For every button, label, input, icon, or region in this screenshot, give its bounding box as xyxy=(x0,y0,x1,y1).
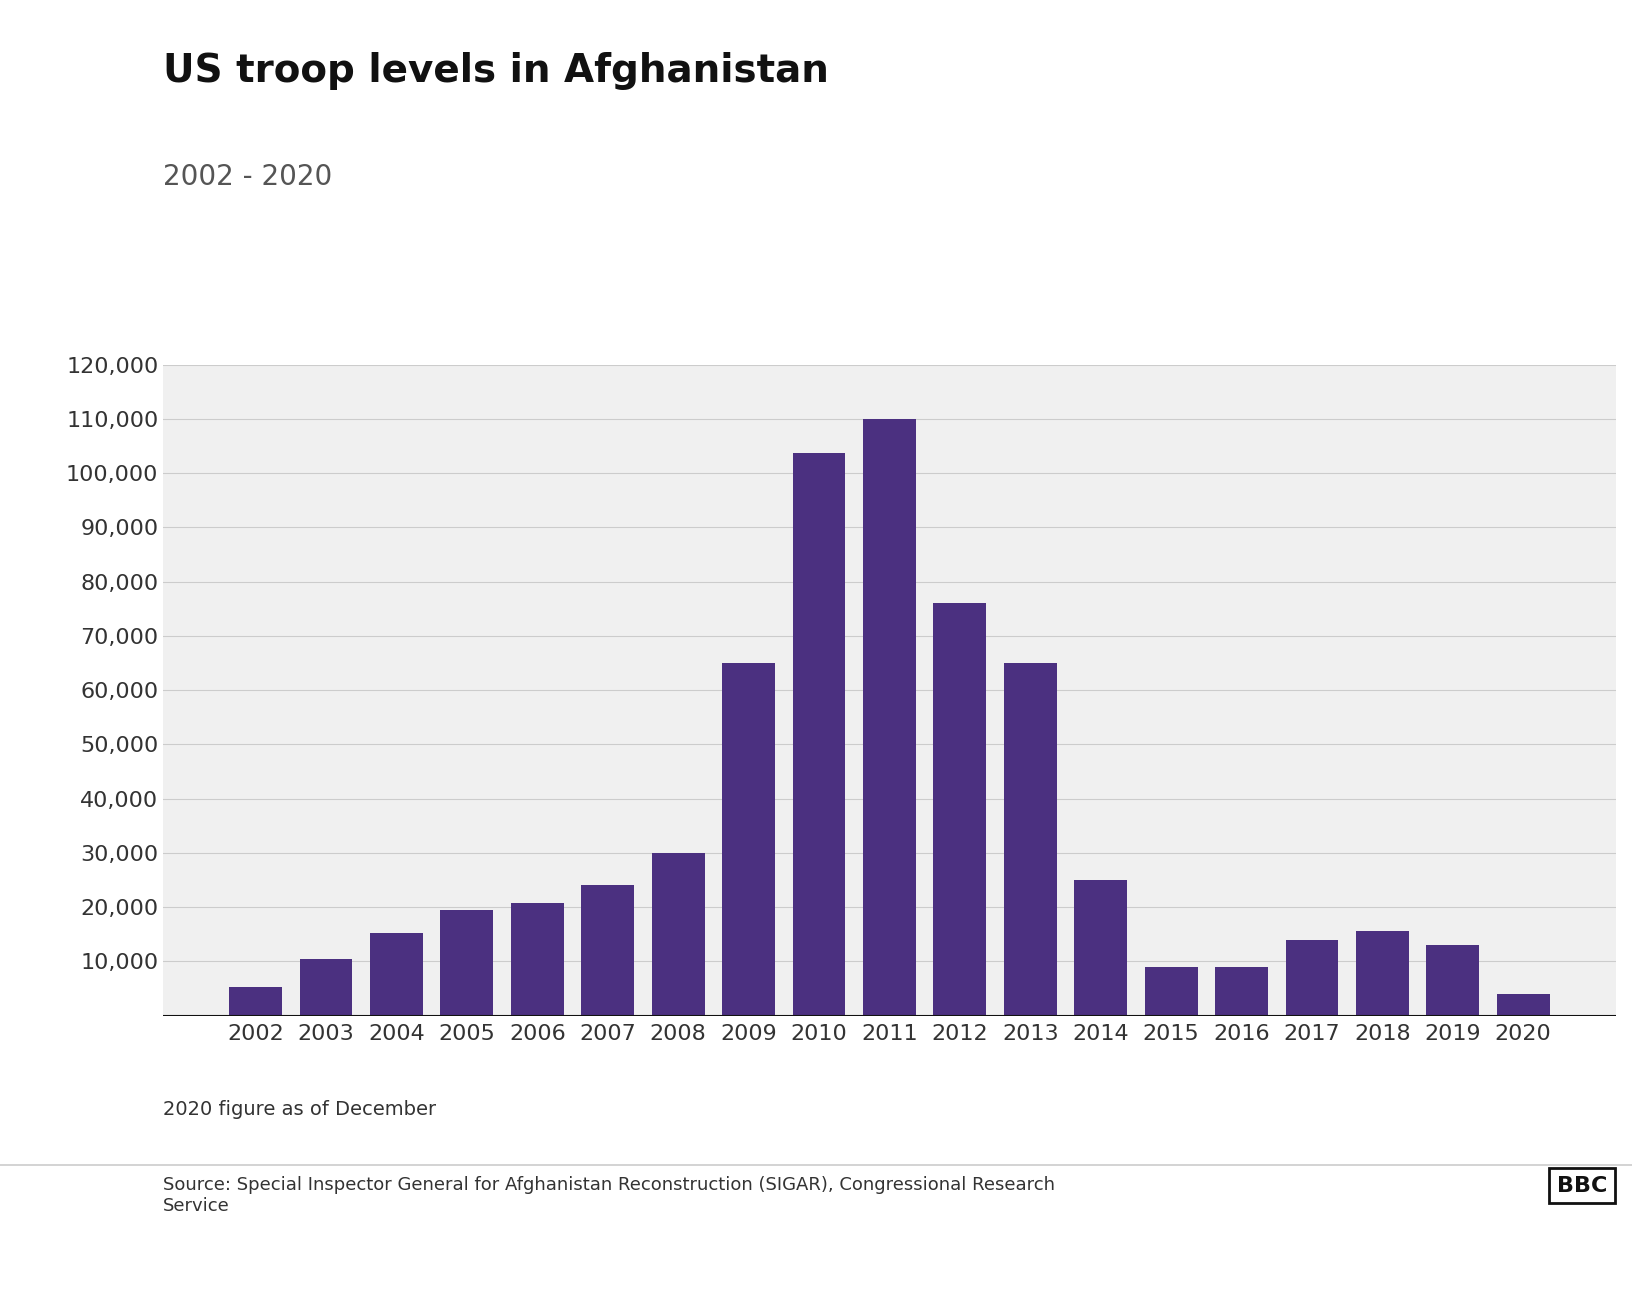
Text: 2020 figure as of December: 2020 figure as of December xyxy=(163,1100,436,1120)
Bar xyxy=(581,885,635,1016)
Bar xyxy=(934,603,986,1016)
Bar xyxy=(793,453,845,1016)
Bar xyxy=(1074,880,1128,1016)
Bar xyxy=(1286,940,1338,1016)
Bar xyxy=(1426,945,1479,1016)
Text: US troop levels in Afghanistan: US troop levels in Afghanistan xyxy=(163,52,829,90)
Bar xyxy=(1497,993,1550,1016)
Text: Source: Special Inspector General for Afghanistan Reconstruction (SIGAR), Congre: Source: Special Inspector General for Af… xyxy=(163,1176,1056,1215)
Bar xyxy=(1144,966,1198,1016)
Bar xyxy=(1216,966,1268,1016)
Bar xyxy=(441,910,493,1016)
Text: 2002 - 2020: 2002 - 2020 xyxy=(163,163,333,191)
Bar xyxy=(1356,931,1408,1016)
Bar xyxy=(651,853,705,1016)
Bar xyxy=(723,663,775,1016)
Bar xyxy=(228,987,282,1016)
Text: BBC: BBC xyxy=(1557,1176,1608,1195)
Bar xyxy=(863,419,916,1016)
Bar xyxy=(511,902,563,1016)
Bar xyxy=(370,934,423,1016)
Bar xyxy=(1004,663,1056,1016)
Bar xyxy=(300,960,353,1016)
